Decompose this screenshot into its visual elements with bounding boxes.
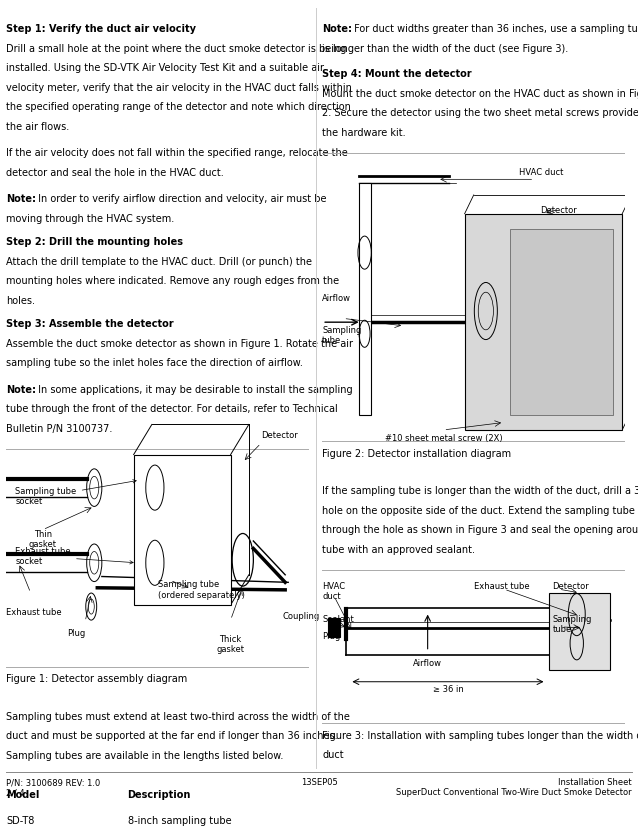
Text: holes.: holes. — [6, 296, 35, 306]
Text: Plug: Plug — [322, 632, 341, 641]
Text: For duct widths greater than 36 inches, use a sampling tube that: For duct widths greater than 36 inches, … — [351, 24, 638, 34]
Text: Figure 2: Detector installation diagram: Figure 2: Detector installation diagram — [322, 449, 511, 458]
Text: #10 sheet metal screw (2X): #10 sheet metal screw (2X) — [385, 434, 502, 443]
Text: Step 4: Mount the detector: Step 4: Mount the detector — [322, 69, 472, 79]
Text: Drill a small hole at the point where the duct smoke detector is being: Drill a small hole at the point where th… — [6, 44, 347, 54]
Text: Plug: Plug — [67, 629, 85, 638]
Text: Sampling
tube: Sampling tube — [322, 326, 362, 345]
Text: Figure 1: Detector assembly diagram: Figure 1: Detector assembly diagram — [6, 674, 188, 684]
Text: If the sampling tube is longer than the width of the duct, drill a 3/4-inch: If the sampling tube is longer than the … — [322, 487, 638, 496]
Text: SD-T8: SD-T8 — [6, 816, 34, 826]
Bar — [464, 214, 622, 430]
Text: ≥ 36 in: ≥ 36 in — [433, 686, 463, 695]
Text: velocity meter, verify that the air velocity in the HVAC duct falls within: velocity meter, verify that the air velo… — [6, 83, 352, 93]
Text: Sampling tubes are available in the lengths listed below.: Sampling tubes are available in the leng… — [6, 751, 284, 761]
Text: Attach the drill template to the HVAC duct. Drill (or punch) the: Attach the drill template to the HVAC du… — [6, 257, 313, 267]
Text: Exhaust tube: Exhaust tube — [6, 608, 62, 617]
Text: In some applications, it may be desirable to install the sampling: In some applications, it may be desirabl… — [35, 385, 353, 395]
Text: HVAC
duct: HVAC duct — [322, 582, 345, 601]
Text: Mount the duct smoke detector on the HVAC duct as shown in Figure: Mount the duct smoke detector on the HVA… — [322, 88, 638, 98]
Bar — [134, 454, 231, 605]
Text: Thick
gasket: Thick gasket — [217, 635, 244, 654]
Text: If the air velocity does not fall within the specified range, relocate the: If the air velocity does not fall within… — [6, 148, 348, 158]
Text: Installation Sheet: Installation Sheet — [558, 778, 632, 787]
Text: Airflow: Airflow — [322, 294, 351, 303]
Text: Detector: Detector — [540, 206, 577, 215]
Text: Airflow: Airflow — [413, 659, 442, 668]
Text: P/N: 3100689 REV: 1.0: P/N: 3100689 REV: 1.0 — [6, 778, 101, 787]
Text: Assemble the duct smoke detector as shown in Figure 1. Rotate the air: Assemble the duct smoke detector as show… — [6, 339, 353, 349]
Text: SuperDuct Conventional Two-Wire Duct Smoke Detector: SuperDuct Conventional Two-Wire Duct Smo… — [396, 788, 632, 797]
Text: Step 3: Assemble the detector: Step 3: Assemble the detector — [6, 319, 174, 329]
Text: duct and must be supported at the far end if longer than 36 inches.: duct and must be supported at the far en… — [6, 731, 338, 742]
Text: Sampling tubes must extend at least two-third across the width of the: Sampling tubes must extend at least two-… — [6, 712, 350, 722]
Text: Sampling
tube: Sampling tube — [553, 615, 592, 634]
Text: detector and seal the hole in the HVAC duct.: detector and seal the hole in the HVAC d… — [6, 168, 224, 178]
Text: Coupling: Coupling — [282, 612, 320, 621]
Text: Step 1: Verify the duct air velocity: Step 1: Verify the duct air velocity — [6, 24, 197, 34]
Text: duct: duct — [322, 750, 344, 760]
Bar — [510, 229, 613, 415]
Bar — [549, 593, 610, 671]
Text: Step 2: Drill the mounting holes: Step 2: Drill the mounting holes — [6, 237, 183, 247]
Text: hole on the opposite side of the duct. Extend the sampling tube: hole on the opposite side of the duct. E… — [322, 506, 635, 516]
Text: 2 / 4: 2 / 4 — [6, 788, 25, 797]
Text: the specified operating range of the detector and note which direction: the specified operating range of the det… — [6, 102, 352, 112]
Text: Detector: Detector — [553, 582, 590, 591]
Text: installed. Using the SD-VTK Air Velocity Test Kit and a suitable air: installed. Using the SD-VTK Air Velocity… — [6, 63, 324, 74]
Text: Exhaust tube
socket: Exhaust tube socket — [15, 547, 133, 566]
Text: tube with an approved sealant.: tube with an approved sealant. — [322, 545, 475, 555]
Text: is longer than the width of the duct (see Figure 3).: is longer than the width of the duct (se… — [322, 44, 568, 54]
Text: through the hole as shown in Figure 3 and seal the opening around the: through the hole as shown in Figure 3 an… — [322, 525, 638, 535]
Bar — [328, 618, 341, 637]
Text: mounting holes where indicated. Remove any rough edges from the: mounting holes where indicated. Remove a… — [6, 276, 339, 286]
Text: Description: Description — [128, 790, 191, 800]
Text: the hardware kit.: the hardware kit. — [322, 127, 406, 138]
Text: 8-inch sampling tube: 8-inch sampling tube — [128, 816, 231, 826]
Text: Figure 3: Installation with sampling tubes longer than the width of the: Figure 3: Installation with sampling tub… — [322, 730, 638, 741]
Text: the air flows.: the air flows. — [6, 121, 70, 132]
Text: tube through the front of the detector. For details, refer to Technical: tube through the front of the detector. … — [6, 404, 338, 414]
Text: Detector: Detector — [261, 430, 298, 439]
Text: In order to verify airflow direction and velocity, air must be: In order to verify airflow direction and… — [35, 194, 327, 204]
Text: HVAC duct: HVAC duct — [519, 168, 563, 177]
Text: 2. Secure the detector using the two sheet metal screws provided in: 2. Secure the detector using the two she… — [322, 108, 638, 118]
Text: Note:: Note: — [6, 194, 36, 204]
Text: Sampling tube
socket: Sampling tube socket — [15, 480, 137, 506]
Text: Note:: Note: — [6, 385, 36, 395]
Text: Note:: Note: — [322, 24, 352, 34]
Text: Exhaust tube: Exhaust tube — [473, 582, 530, 591]
Text: Thin
gasket: Thin gasket — [29, 529, 57, 549]
Text: sampling tube so the inlet holes face the direction of airflow.: sampling tube so the inlet holes face th… — [6, 358, 303, 368]
Text: moving through the HVAC system.: moving through the HVAC system. — [6, 214, 175, 224]
Text: Sampling tube
(ordered separately): Sampling tube (ordered separately) — [158, 580, 245, 600]
Text: Sealant: Sealant — [322, 615, 354, 624]
Text: 13SEP05: 13SEP05 — [300, 778, 338, 787]
Text: Bulletin P/N 3100737.: Bulletin P/N 3100737. — [6, 424, 113, 434]
Bar — [359, 183, 371, 415]
Text: Model: Model — [6, 790, 40, 800]
